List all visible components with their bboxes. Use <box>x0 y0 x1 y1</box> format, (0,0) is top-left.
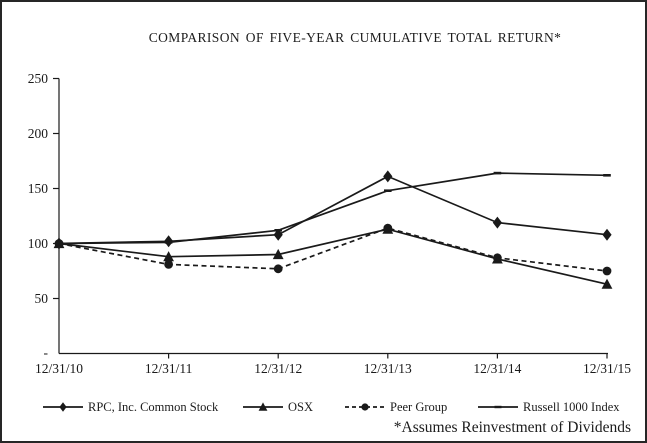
legend-label: Russell 1000 Index <box>523 399 620 414</box>
circle-marker-peer-group <box>602 266 612 276</box>
triangle-marker-osx <box>272 248 284 260</box>
legend-item-osx: OSX <box>242 398 313 416</box>
footnote: *Assumes Reinvestment of Dividends <box>393 419 631 436</box>
dash-marker-russell-1000-index <box>164 241 173 244</box>
legend-item-rpc-inc-common-stock: RPC, Inc. Common Stock <box>42 398 218 416</box>
x-tick-label: 12/31/12 <box>254 361 302 376</box>
legend-item-peer-group: Peer Group <box>344 398 447 416</box>
x-tick-label: 12/31/15 <box>583 361 631 376</box>
x-tick-label: 12/31/10 <box>35 361 83 376</box>
x-tick-label: 12/31/13 <box>364 361 412 376</box>
diamond-marker-rpc-inc-common-stock <box>273 228 283 241</box>
diamond-marker-rpc-inc-common-stock <box>383 170 393 183</box>
circle-marker-peer-group <box>493 253 502 263</box>
legend-label: RPC, Inc. Common Stock <box>88 399 219 414</box>
triangle-marker-osx <box>601 278 613 289</box>
series-line-peer-group <box>58 227 608 272</box>
chart-legend: RPC, Inc. Common Stock OSX Peer Group Russe… <box>2 398 645 416</box>
y-tick-label: 150 <box>28 181 49 196</box>
series-line-osx <box>58 228 608 286</box>
circle-marker-icon <box>345 403 385 411</box>
triangle-marker-osx <box>163 251 174 262</box>
dash-marker-russell-1000-index <box>493 171 502 175</box>
chart-title: COMPARISON OF FIVE-YEAR CUMULATIVE TOTAL… <box>148 30 562 45</box>
x-tick-label: 12/31/14 <box>473 361 521 376</box>
triangle-marker-icon <box>243 402 283 411</box>
dash-marker-russell-1000-index <box>55 242 63 245</box>
series-line-russell-1000-index <box>58 172 608 245</box>
series-line-rpc-inc-common-stock <box>58 175 608 245</box>
diamond-marker-rpc-inc-common-stock <box>602 228 612 241</box>
diamond-marker-icon <box>43 402 83 412</box>
dash-marker-russell-1000-index <box>274 229 282 232</box>
y-tick-label: 200 <box>28 126 49 141</box>
circle-marker-peer-group <box>273 264 283 274</box>
y-tick-label: 50 <box>35 291 49 306</box>
legend-label: OSX <box>288 399 314 414</box>
y-tick-label: 250 <box>28 71 49 86</box>
legend-item-russell-1000-index: Russell 1000 Index <box>477 398 620 416</box>
dash-marker-icon <box>478 405 518 409</box>
dash-marker-russell-1000-index <box>384 189 392 192</box>
legend-label: Peer Group <box>390 399 448 414</box>
x-tick-label: 12/31/11 <box>145 361 193 376</box>
circle-marker-peer-group <box>383 223 393 233</box>
circle-marker-peer-group <box>164 260 174 269</box>
diamond-marker-rpc-inc-common-stock <box>492 216 502 229</box>
y-tick-label: - <box>44 345 49 360</box>
y-tick-label: 100 <box>28 236 49 251</box>
dash-marker-russell-1000-index <box>603 174 611 177</box>
